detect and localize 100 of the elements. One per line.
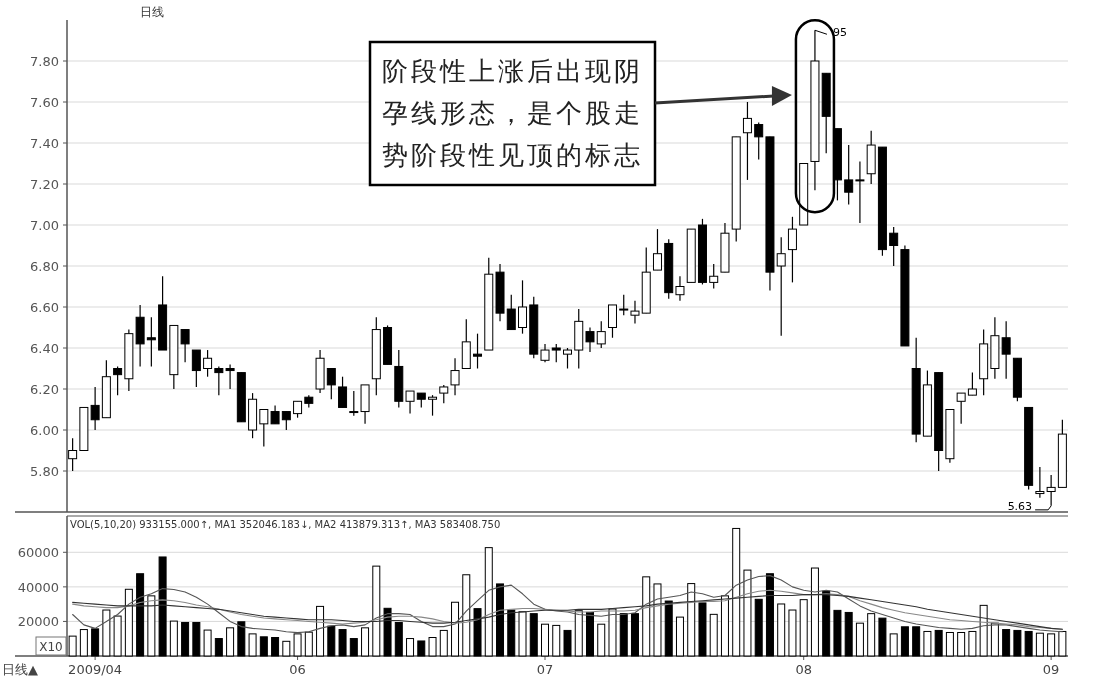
bar bbox=[777, 603, 786, 657]
candlestick bbox=[855, 160, 865, 224]
y-axis-title: X10 bbox=[39, 640, 63, 654]
bar bbox=[732, 527, 741, 657]
y-tick-label: 7.00 bbox=[30, 218, 59, 233]
candlestick bbox=[270, 404, 280, 425]
bar bbox=[91, 628, 100, 657]
candlestick bbox=[630, 300, 640, 324]
bar bbox=[304, 631, 313, 657]
bar bbox=[248, 633, 257, 657]
bar bbox=[529, 613, 538, 657]
candlestick bbox=[787, 216, 797, 283]
bar bbox=[867, 613, 876, 657]
bar bbox=[192, 621, 201, 657]
annotation: 阶段性上涨后出现阴孕线形态，是个股走势阶段性见顶的标志 bbox=[382, 57, 643, 170]
bar bbox=[102, 609, 111, 657]
y-tick-label: 6.80 bbox=[30, 259, 59, 274]
candlestick bbox=[585, 326, 595, 353]
bar bbox=[1013, 629, 1022, 657]
annotation: 5.63 bbox=[1007, 499, 1033, 513]
bar bbox=[214, 638, 223, 657]
candlestick bbox=[518, 279, 528, 335]
bar bbox=[878, 617, 887, 657]
x-tick-label: 07 bbox=[536, 662, 554, 677]
bar bbox=[158, 556, 167, 657]
bar bbox=[394, 621, 403, 657]
bar bbox=[237, 621, 246, 657]
bar bbox=[147, 595, 156, 657]
bar bbox=[361, 627, 370, 657]
candlestick bbox=[113, 365, 123, 396]
bar bbox=[585, 611, 594, 657]
y-tick-label: 6.00 bbox=[30, 423, 59, 438]
candlestick bbox=[180, 328, 190, 363]
bar bbox=[541, 623, 550, 657]
candlestick bbox=[450, 357, 460, 396]
bar bbox=[822, 590, 831, 657]
y-tick-label: 7.40 bbox=[30, 136, 59, 151]
candlestick bbox=[563, 347, 572, 370]
bar bbox=[754, 598, 763, 657]
candlestick bbox=[281, 410, 291, 431]
y-tick-label: 5.80 bbox=[30, 464, 59, 479]
bar bbox=[496, 583, 505, 657]
candlestick bbox=[967, 372, 977, 396]
bar bbox=[855, 622, 864, 657]
candlestick bbox=[203, 349, 213, 378]
candlestick bbox=[338, 376, 348, 409]
bar bbox=[327, 625, 336, 657]
bar bbox=[957, 631, 966, 657]
candlestick bbox=[675, 275, 685, 302]
bar bbox=[203, 629, 212, 657]
candlestick bbox=[889, 226, 899, 267]
bar bbox=[563, 629, 572, 657]
bar bbox=[1035, 632, 1044, 657]
bar bbox=[282, 640, 291, 657]
bar bbox=[417, 640, 426, 657]
candlestick bbox=[596, 320, 606, 349]
candlestick bbox=[540, 343, 550, 363]
bar bbox=[259, 636, 268, 657]
bar bbox=[765, 573, 774, 657]
bar bbox=[473, 608, 482, 657]
bar bbox=[799, 599, 808, 657]
bar bbox=[912, 626, 921, 657]
bar bbox=[113, 615, 122, 657]
candlestick bbox=[652, 228, 662, 271]
bar bbox=[1024, 630, 1033, 657]
candlestick bbox=[742, 101, 752, 181]
bar bbox=[372, 565, 381, 657]
candlestick bbox=[607, 304, 617, 339]
bar bbox=[349, 638, 358, 657]
bar bbox=[507, 609, 516, 657]
annotation: 95 bbox=[832, 26, 847, 40]
bar bbox=[709, 613, 718, 657]
bar bbox=[675, 616, 684, 657]
bar bbox=[698, 602, 707, 657]
bar bbox=[788, 609, 797, 657]
bar bbox=[451, 601, 460, 657]
bar bbox=[619, 613, 628, 657]
bar bbox=[687, 583, 696, 657]
y-tick-label: 60000 bbox=[17, 545, 59, 561]
bar bbox=[293, 633, 302, 657]
bar bbox=[810, 567, 819, 657]
bar bbox=[552, 624, 561, 657]
bar bbox=[642, 576, 651, 657]
chart-title: 日线 bbox=[140, 5, 164, 19]
candlestick bbox=[349, 390, 359, 417]
candlestick bbox=[844, 144, 854, 206]
bar bbox=[979, 604, 988, 657]
bar bbox=[653, 583, 662, 657]
x-tick-label: 2009/04 bbox=[68, 662, 123, 677]
bar bbox=[518, 611, 527, 657]
candlestick bbox=[326, 367, 336, 400]
bar bbox=[169, 620, 178, 657]
x-tick-label: 09 bbox=[1042, 662, 1060, 677]
bar bbox=[462, 574, 471, 657]
bar bbox=[316, 605, 325, 657]
y-tick-label: 6.40 bbox=[30, 341, 59, 356]
candlestick bbox=[956, 392, 966, 425]
bar bbox=[484, 547, 493, 657]
bar bbox=[124, 588, 133, 657]
bar bbox=[968, 630, 977, 657]
